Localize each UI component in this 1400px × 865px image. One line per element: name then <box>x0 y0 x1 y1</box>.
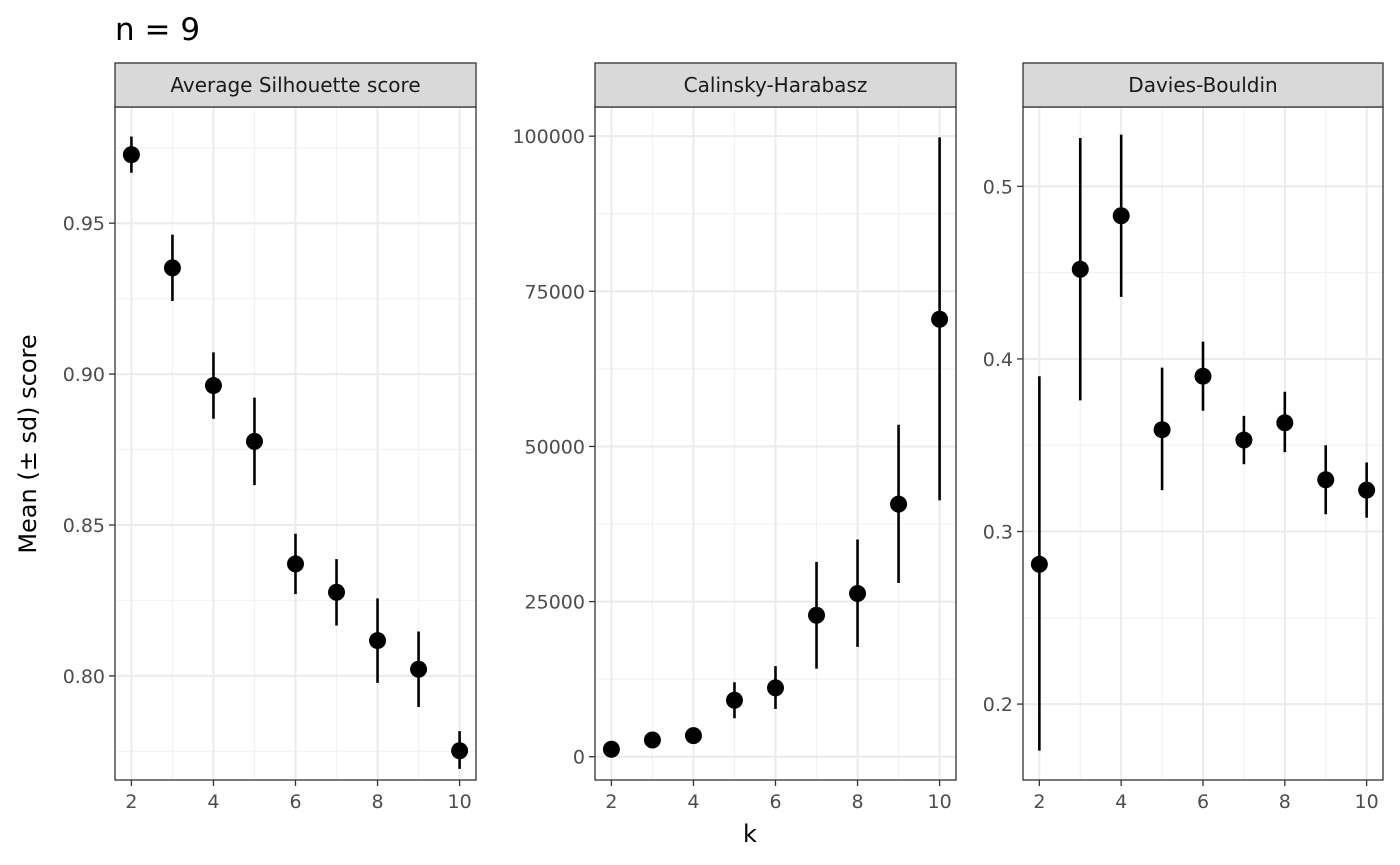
y-tick-label: 0.90 <box>63 364 105 386</box>
facet-strip-label: Davies-Bouldin <box>1128 73 1277 97</box>
facet-strip <box>594 62 957 108</box>
y-tick-label: 0.85 <box>63 515 105 537</box>
x-tick-label: 10 <box>447 791 471 813</box>
x-tick-label: 2 <box>605 791 617 813</box>
x-axis-title: k <box>743 820 757 848</box>
x-tick-label: 4 <box>687 791 699 813</box>
x-tick-label: 8 <box>1279 791 1291 813</box>
data-point <box>1071 260 1089 278</box>
data-point <box>1358 481 1376 499</box>
data-point <box>890 495 908 513</box>
x-tick-label: 6 <box>1197 791 1209 813</box>
y-tick-label: 100000 <box>512 126 585 148</box>
data-point <box>808 606 826 624</box>
y-tick-label: 0.4 <box>983 349 1013 371</box>
data-point <box>410 660 428 678</box>
x-tick-label: 6 <box>769 791 781 813</box>
data-point <box>204 377 222 395</box>
y-tick-label: 75000 <box>525 281 585 303</box>
y-tick-label: 0.80 <box>63 666 105 688</box>
data-point <box>287 555 304 573</box>
data-point <box>849 585 867 603</box>
data-point <box>163 259 181 277</box>
plot-title: n = 9 <box>115 12 200 48</box>
data-point <box>1030 555 1048 573</box>
y-tick-label: 0.2 <box>983 694 1013 716</box>
data-point <box>1153 421 1171 439</box>
facet-strip-label: Calinsky-Harabasz <box>684 73 868 97</box>
data-point <box>1276 414 1294 432</box>
data-point <box>725 691 743 709</box>
x-tick-label: 2 <box>125 791 137 813</box>
data-point <box>1112 207 1130 225</box>
data-point <box>369 632 387 650</box>
y-tick-label: 0.3 <box>983 522 1013 544</box>
y-tick-label: 50000 <box>525 436 585 458</box>
data-point <box>931 310 949 328</box>
y-tick-label: 25000 <box>525 592 585 614</box>
data-point <box>122 146 140 164</box>
data-point <box>1235 431 1253 449</box>
data-point <box>602 740 620 758</box>
x-tick-label: 10 <box>927 791 951 813</box>
data-point <box>1317 471 1335 489</box>
panels-layer: Average Silhouette score 0.80 0.85 0.90 0.95… <box>63 62 1384 813</box>
x-tick-label: 6 <box>289 791 301 813</box>
facet-strip <box>114 62 477 108</box>
data-point <box>684 727 702 745</box>
facet-panel-1: Average Silhouette score 0.80 0.85 0.90 0.95… <box>63 62 477 813</box>
x-tick-label: 10 <box>1355 791 1379 813</box>
x-tick-label: 4 <box>207 791 219 813</box>
x-tick-label: 4 <box>1115 791 1127 813</box>
facet-strip <box>1022 62 1384 108</box>
data-point <box>328 583 346 601</box>
data-point <box>245 432 263 450</box>
y-tick-label: 0.5 <box>983 176 1013 198</box>
data-point <box>451 742 469 760</box>
x-tick-label: 8 <box>371 791 383 813</box>
y-axis-title: Mean (± sd) score <box>14 334 42 553</box>
data-point <box>1194 367 1212 385</box>
facet-panel-3: Davies-Bouldin 0.2 0.3 0.4 0.5 2 4 6 8 10 <box>983 62 1384 813</box>
data-point <box>767 679 784 697</box>
y-tick-label: 0.95 <box>63 213 105 235</box>
data-point <box>643 731 661 749</box>
x-tick-label: 8 <box>851 791 863 813</box>
facet-panel-2: Calinsky-Harabasz 0 25000 50000 75000 100000 2… <box>512 62 957 813</box>
facet-strip-label: Average Silhouette score <box>170 73 420 97</box>
y-tick-label: 0 <box>573 747 585 769</box>
x-tick-label: 2 <box>1033 791 1045 813</box>
